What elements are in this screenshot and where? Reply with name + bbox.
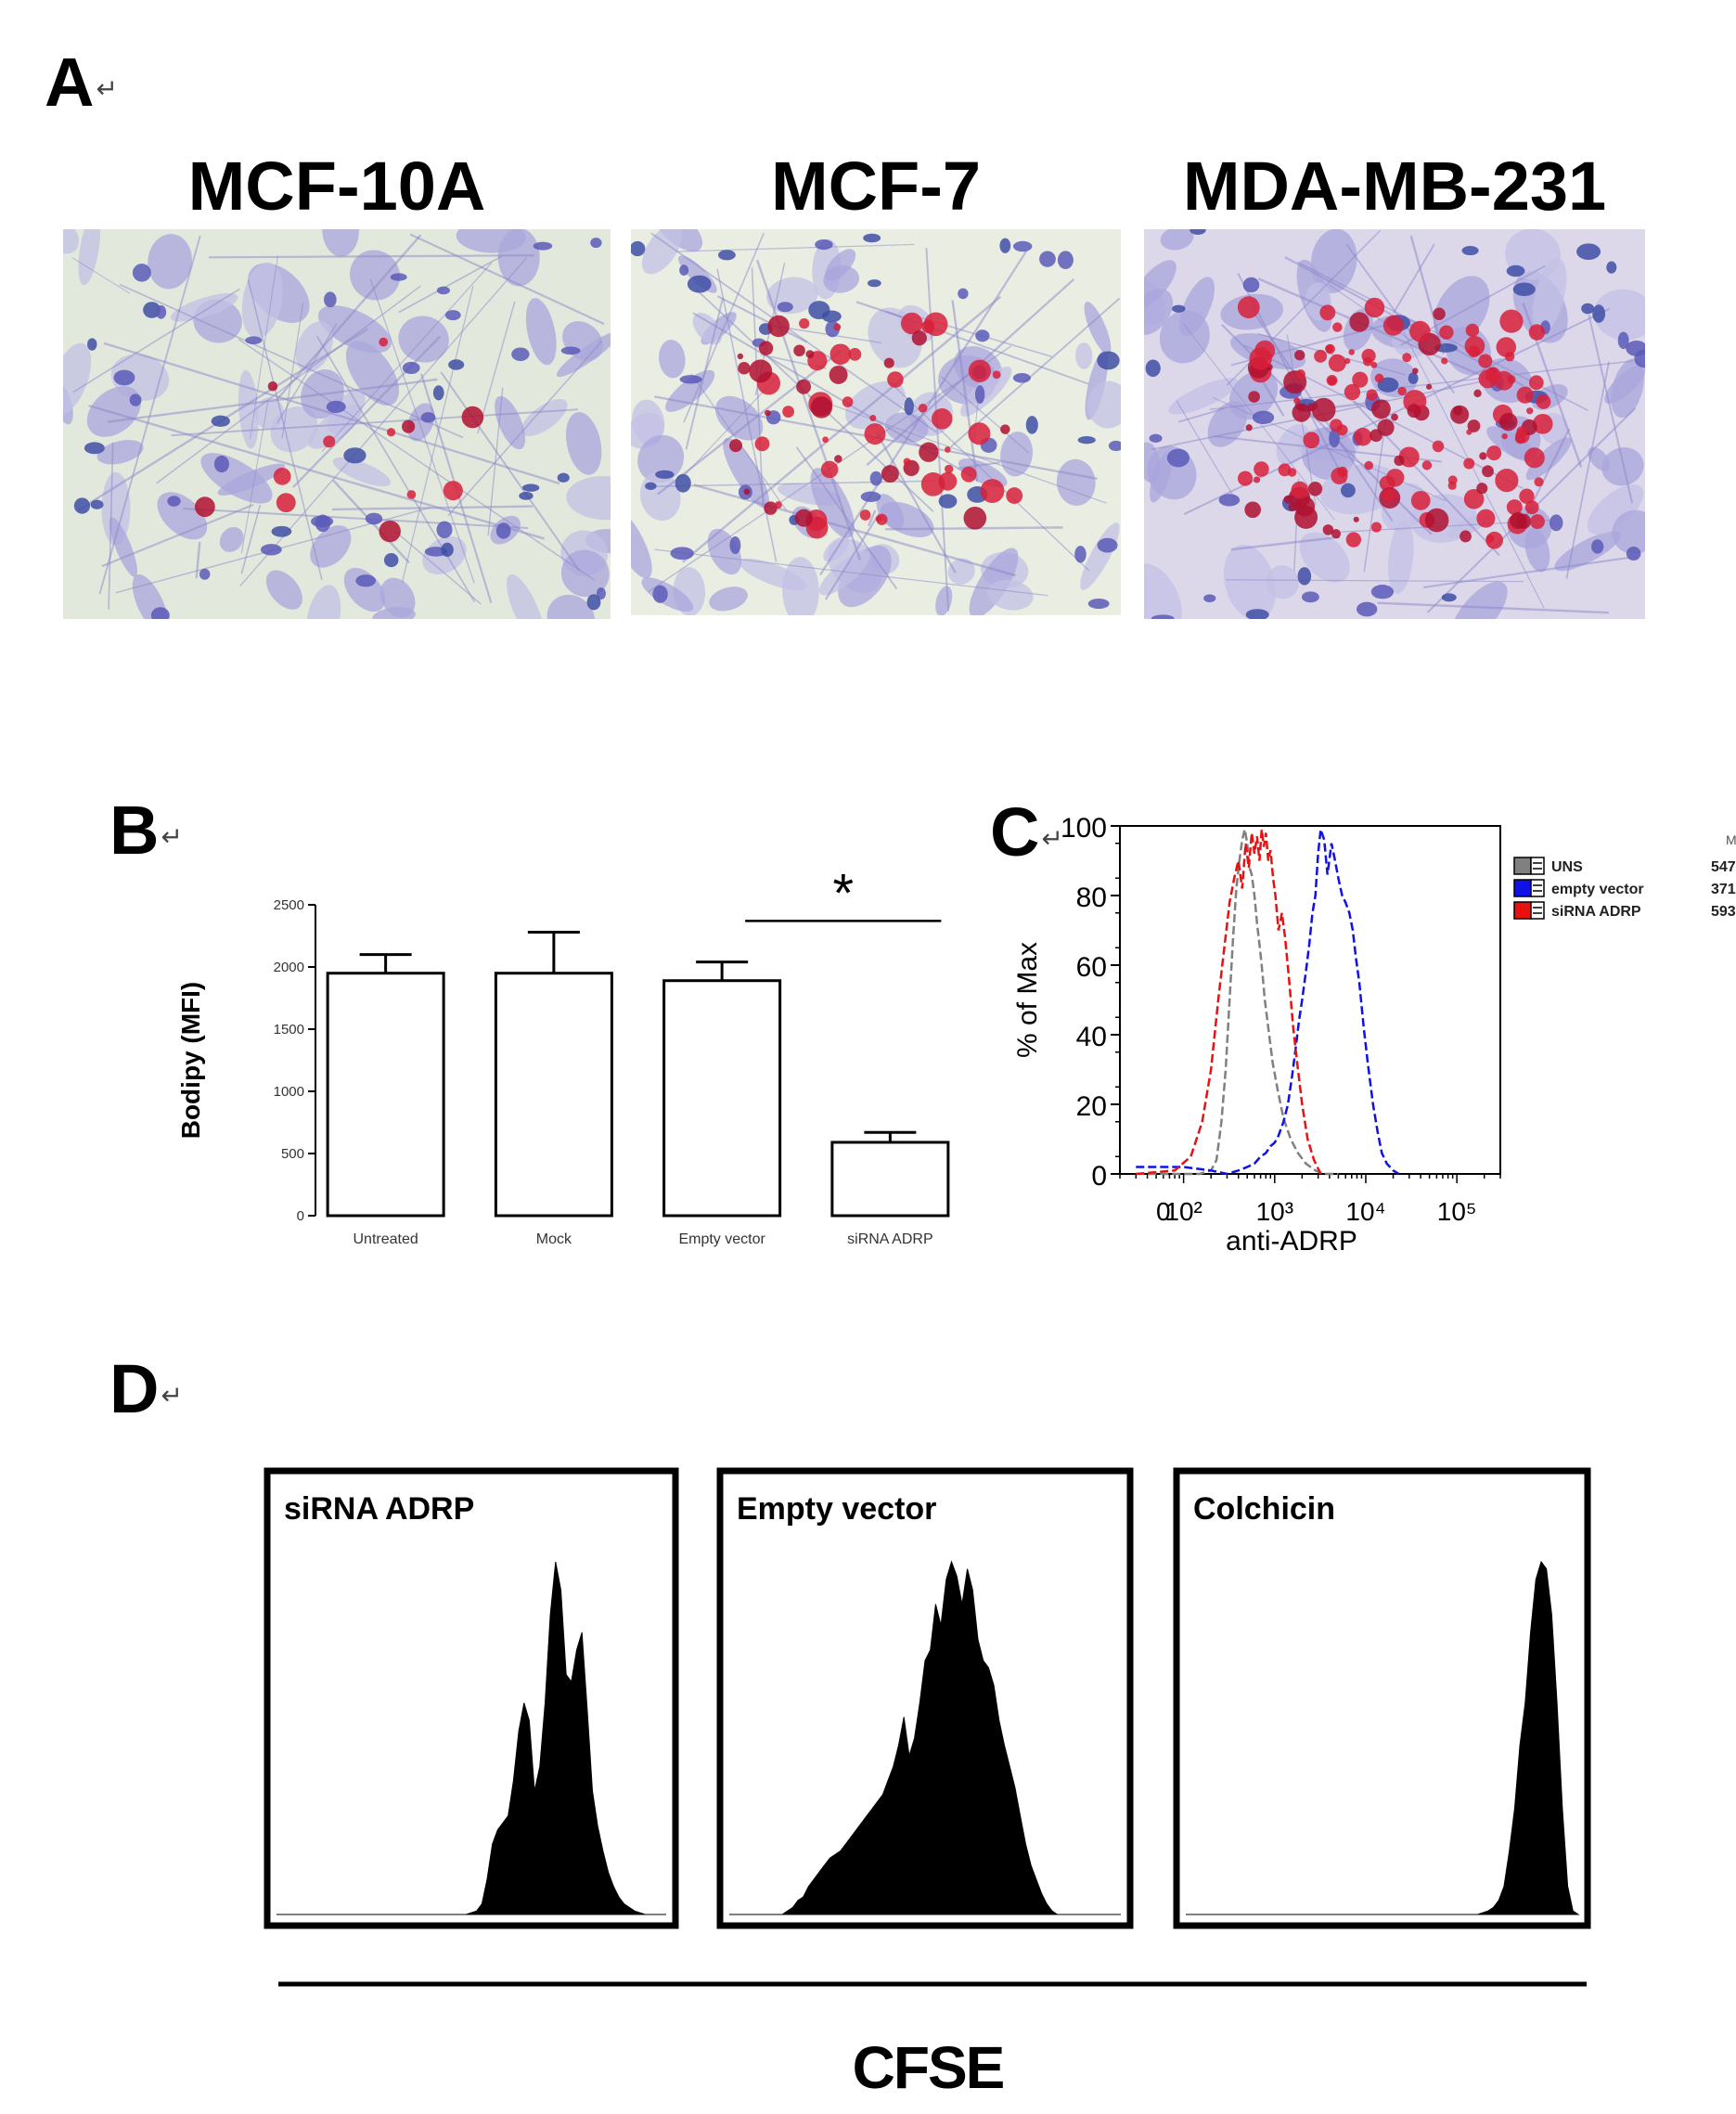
y-tick-label: 2500: [274, 897, 304, 913]
legend-label: empty vector: [1551, 882, 1644, 897]
y-tick-label: 60: [1076, 952, 1107, 983]
nucleus-layer: [631, 233, 1121, 610]
legend-swatch: [1513, 901, 1532, 920]
cfse-histogram: [1186, 1560, 1580, 1915]
micrograph-mda-mb-231: [1144, 229, 1645, 619]
bar-chart-bodipy: 0 500 1000 1500 2000 2500 Bodipy (MFI) Untreate…: [176, 863, 950, 1247]
bar: [830, 1141, 950, 1218]
micrograph-mcf10a: [63, 229, 611, 619]
x-tick-label: 10³: [1256, 1197, 1293, 1226]
panel-label-a: A↵: [45, 44, 118, 121]
legend-mfi: 547: [1711, 859, 1736, 875]
lipid-droplet-layer: [1237, 296, 1553, 549]
legend-swatch-key: [1530, 901, 1545, 920]
nucleus-layer: [73, 238, 606, 619]
y-tick-label: 40: [1076, 1022, 1107, 1052]
title-mcf7: MCF-7: [770, 148, 982, 225]
lipid-droplet-layer: [194, 337, 484, 543]
cfse-histogram: [276, 1561, 666, 1915]
legend-label: siRNA ADRP: [1551, 904, 1641, 920]
x-tick-label: siRNA ADRP: [847, 1231, 932, 1247]
lipid-droplet-layer: [729, 312, 1023, 539]
legend-swatch-key: [1530, 879, 1545, 897]
legend-mfi: 3710: [1711, 882, 1736, 897]
cell-layer: [1144, 229, 1645, 619]
x-tick-label: 0: [1156, 1197, 1171, 1226]
x-tick-label: 10⁴: [1345, 1197, 1385, 1226]
y-tick-label: 500: [281, 1146, 304, 1162]
panel-label-d: D↵: [109, 1350, 183, 1427]
cfse-histograms: siRNA ADRP Empty vector Colchicin CFSE: [264, 1467, 1591, 2097]
bar: [494, 972, 613, 1218]
nucleus-layer: [1145, 229, 1645, 619]
legend-swatch-key: [1530, 857, 1545, 875]
legend-header: MFI: [1726, 832, 1736, 847]
x-tick-label: Untreated: [353, 1231, 418, 1247]
plot-frame: [1119, 825, 1501, 1175]
cfse-histogram: [729, 1560, 1121, 1915]
x-tick-label: 10²: [1164, 1197, 1202, 1226]
y-tick-label: 1000: [274, 1084, 304, 1100]
y-axis-label: % of Max: [1012, 942, 1043, 1058]
x-tick-label: Mock: [536, 1231, 572, 1247]
y-tick-label: 1500: [274, 1022, 304, 1038]
legend-swatch: [1513, 857, 1532, 875]
panel-label-b: B↵: [109, 792, 183, 869]
facet-title: Empty vector: [737, 1491, 936, 1527]
y-tick-label: 20: [1076, 1091, 1107, 1122]
x-axis-label: CFSE: [853, 2034, 1004, 2097]
series-line: [1136, 829, 1339, 1176]
x-axis-label: anti-ADRP: [1226, 1226, 1357, 1257]
series-line: [1136, 829, 1322, 1176]
facet-frame: [264, 1467, 679, 1929]
title-mda-mb-231: MDA-MB-231: [1182, 148, 1607, 225]
y-tick-label: 0: [1091, 1161, 1107, 1192]
x-tick-label: 10⁵: [1437, 1197, 1477, 1226]
y-tick-label: 0: [297, 1208, 304, 1224]
legend-label: UNS: [1551, 859, 1583, 875]
y-tick-label: 100: [1061, 813, 1107, 844]
bar: [662, 979, 782, 1218]
micrograph-mcf7: [631, 229, 1121, 615]
x-tick-label: Empty vector: [678, 1231, 765, 1247]
bar: [326, 972, 445, 1218]
y-tick-label: 2000: [274, 960, 304, 975]
series-line: [1136, 829, 1400, 1176]
facet-title: siRNA ADRP: [284, 1491, 474, 1527]
significance-star: *: [832, 863, 854, 923]
legend-swatch: [1513, 879, 1532, 897]
panel-label-c: C↵: [990, 793, 1063, 870]
facet-title: Colchicin: [1193, 1491, 1335, 1527]
y-axis-label: Bodipy (MFI): [176, 982, 205, 1140]
legend-mfi: 593: [1711, 904, 1736, 920]
title-mcf10a: MCF-10A: [187, 148, 486, 225]
y-tick-label: 80: [1076, 883, 1107, 913]
